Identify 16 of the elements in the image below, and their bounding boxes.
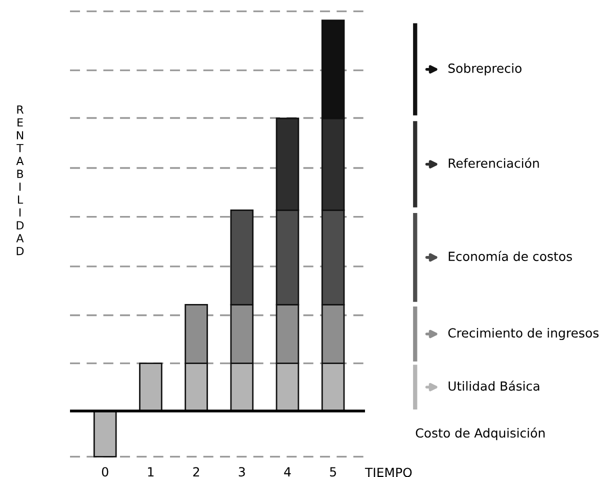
- legend-label: Economía de costos: [448, 250, 572, 262]
- x-tick-label: 5: [330, 467, 336, 477]
- legend-label: Referenciación: [448, 158, 539, 168]
- text: RENTABILIDAD: [16, 105, 24, 256]
- legend-label: Sobreprecio: [448, 63, 522, 76]
- x-tick-label: 3: [238, 467, 245, 477]
- legend-label: Utilidad Básica: [448, 380, 540, 391]
- bar: [139, 362, 162, 412]
- x-tick-label: 4: [284, 467, 291, 476]
- bar: [93, 410, 117, 458]
- legend-label: Crecimiento de ingresos: [448, 328, 599, 340]
- x-tick-label: 0: [102, 467, 108, 477]
- x-axis-title: TIEMPO: [364, 468, 412, 477]
- x-tick-label: 2: [193, 467, 200, 476]
- text: Costo de Adquisición: [416, 428, 545, 440]
- x-tick-label: 1: [148, 467, 154, 476]
